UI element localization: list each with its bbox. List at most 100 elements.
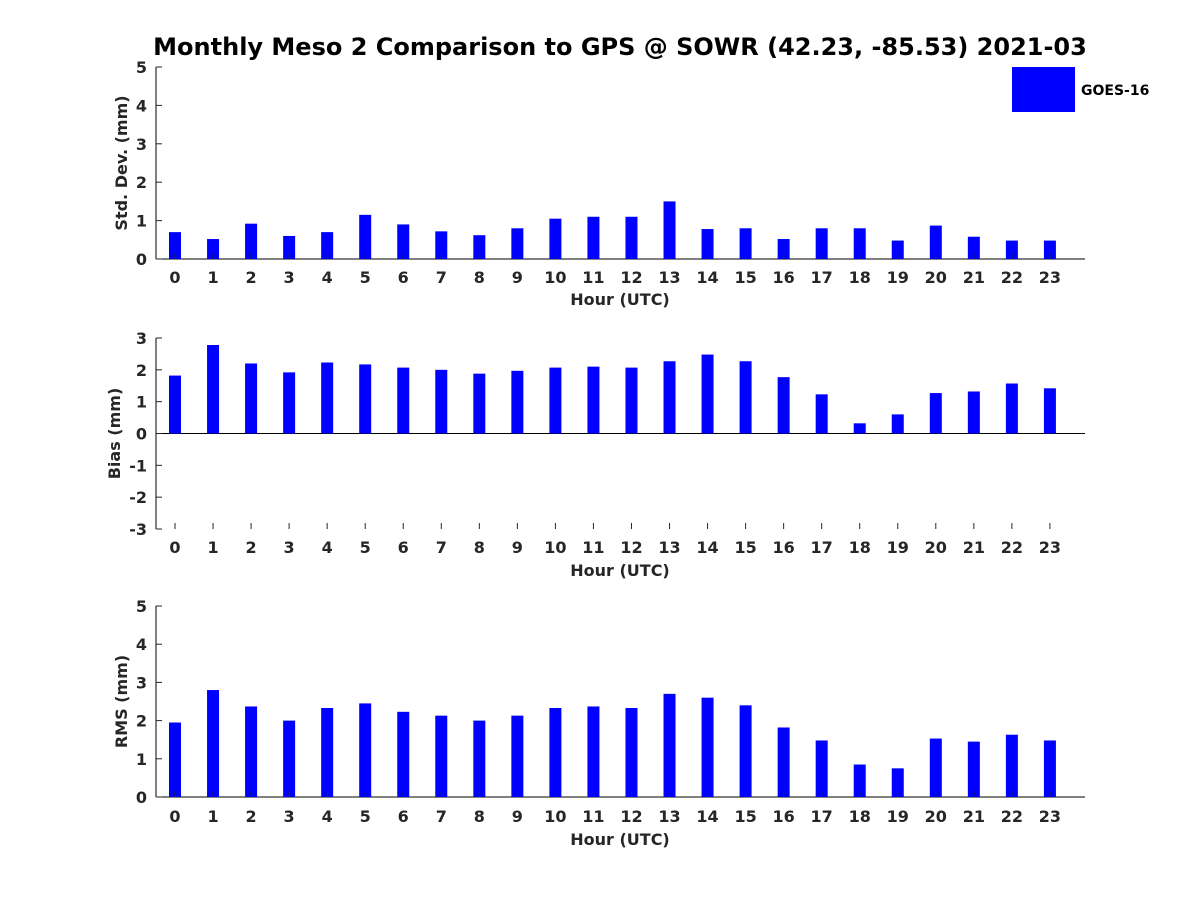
std-x-tick-label: 15: [734, 268, 756, 287]
bias-x-tick-label: 10: [544, 538, 566, 557]
std-x-axis-label: Hour (UTC): [570, 290, 670, 309]
bias-y-tick-label: 1: [136, 393, 147, 412]
rms-x-tick-label: 12: [620, 807, 642, 826]
std-x-tick-label: 6: [398, 268, 409, 287]
rms-x-tick-label: 4: [322, 807, 333, 826]
rms-x-tick-label: 18: [849, 807, 871, 826]
bias-bar-hour-13: [663, 361, 676, 434]
std-x-tick-label: 9: [512, 268, 523, 287]
rms-x-tick-label: 6: [398, 807, 409, 826]
rms-x-tick-label: 19: [887, 807, 909, 826]
rms-bar-hour-15: [739, 705, 752, 797]
bias-bar-hour-14: [701, 354, 714, 434]
std-x-tick-label: 4: [322, 268, 333, 287]
std-bar-hour-15: [739, 228, 752, 259]
std-bar-hour-6: [397, 224, 410, 259]
rms-y-tick-label: 1: [136, 750, 147, 769]
std-bar-hour-16: [777, 239, 790, 259]
bias-x-tick-label: 7: [436, 538, 447, 557]
bias-x-tick-label: 13: [658, 538, 680, 557]
rms-y-tick-label: 4: [136, 635, 147, 654]
std-bar-hour-5: [359, 214, 372, 259]
rms-x-tick-label: 0: [169, 807, 180, 826]
bias-x-tick-label: 18: [849, 538, 871, 557]
bias-y-tick-label: -1: [129, 456, 147, 475]
bias-bar-hour-2: [245, 363, 258, 434]
std-bar-hour-11: [587, 216, 600, 259]
rms-x-tick-label: 23: [1039, 807, 1061, 826]
std-y-axis-label: Std. Dev. (mm): [112, 95, 131, 230]
legend: GOES-16: [1012, 67, 1149, 112]
bias-bar-hour-15: [739, 361, 752, 434]
bias-x-tick-label: 2: [246, 538, 257, 557]
bias-bar-hour-23: [1043, 388, 1056, 434]
rms-bar-hour-1: [207, 690, 220, 797]
bias-x-tick-label: 15: [734, 538, 756, 557]
bias-bar-hour-21: [967, 391, 980, 434]
bias-y-tick-label: 3: [136, 329, 147, 348]
bias-y-tick-label: -3: [129, 520, 147, 539]
bias-y-tick-label: 0: [136, 425, 147, 444]
std-bar-hour-3: [283, 235, 296, 259]
rms-bar-hour-21: [967, 741, 980, 797]
rms-bar-hour-11: [587, 706, 600, 797]
std-bar-hour-9: [511, 228, 524, 259]
bias-x-tick-label: 4: [322, 538, 333, 557]
rms-x-tick-label: 5: [360, 807, 371, 826]
rms-y-axis-label: RMS (mm): [112, 655, 131, 748]
std-x-tick-label: 5: [360, 268, 371, 287]
bias-bar-hour-10: [549, 367, 562, 434]
bias-x-tick-label: 22: [1001, 538, 1023, 557]
bias-x-tick-label: 16: [773, 538, 795, 557]
std-x-tick-label: 22: [1001, 268, 1023, 287]
std-y-tick-label: 0: [136, 250, 147, 269]
std-x-tick-label: 0: [169, 268, 180, 287]
rms-x-tick-label: 7: [436, 807, 447, 826]
rms-y-tick-label: 5: [136, 597, 147, 616]
rms-x-tick-label: 3: [284, 807, 295, 826]
bias-bar-hour-19: [891, 414, 904, 434]
std-x-tick-label: 23: [1039, 268, 1061, 287]
std-x-tick-label: 13: [658, 268, 680, 287]
bias-bar-hour-1: [207, 345, 220, 434]
rms-y-tick-label: 0: [136, 788, 147, 807]
std-bar-hour-7: [435, 231, 448, 259]
rms-x-axis-label: Hour (UTC): [570, 830, 670, 849]
rms-bar-hour-20: [929, 738, 942, 797]
std-bar-hour-23: [1043, 240, 1056, 259]
std-bar-hour-1: [207, 239, 220, 259]
rms-bar-hour-12: [625, 707, 638, 797]
std-x-tick-label: 1: [207, 268, 218, 287]
bias-y-tick-label: -2: [129, 488, 147, 507]
bias-bar-hour-4: [321, 362, 334, 434]
bias-bar-hour-0: [169, 375, 181, 434]
bias-x-tick-label: 19: [887, 538, 909, 557]
bias-bar-hour-22: [1005, 383, 1018, 434]
std-x-tick-label: 17: [811, 268, 833, 287]
bias-x-tick-label: 14: [696, 538, 718, 557]
std-x-tick-label: 20: [925, 268, 947, 287]
rms-x-tick-label: 17: [811, 807, 833, 826]
rms-x-tick-label: 15: [734, 807, 756, 826]
bias-x-tick-label: 23: [1039, 538, 1061, 557]
std-bar-hour-14: [701, 229, 714, 259]
std-bar-hour-20: [929, 225, 942, 259]
legend-label-goes16: GOES-16: [1081, 83, 1149, 99]
std-y-tick-label: 5: [136, 58, 147, 77]
rms-bar-hour-16: [777, 727, 790, 797]
std-y-tick-label: 4: [136, 96, 147, 115]
std-bar-hour-17: [815, 228, 828, 259]
rms-x-tick-label: 16: [773, 807, 795, 826]
rms-bar-hour-6: [397, 711, 410, 797]
std-x-tick-label: 12: [620, 268, 642, 287]
rms-bar-hour-8: [473, 720, 486, 797]
bias-x-tick-label: 11: [582, 538, 604, 557]
bias-bar-hour-17: [815, 394, 828, 434]
rms-y-tick-label: 3: [136, 673, 147, 692]
bias-y-axis-label: Bias (mm): [105, 388, 124, 480]
rms-bar-hour-22: [1005, 734, 1018, 797]
bias-x-tick-label: 8: [474, 538, 485, 557]
